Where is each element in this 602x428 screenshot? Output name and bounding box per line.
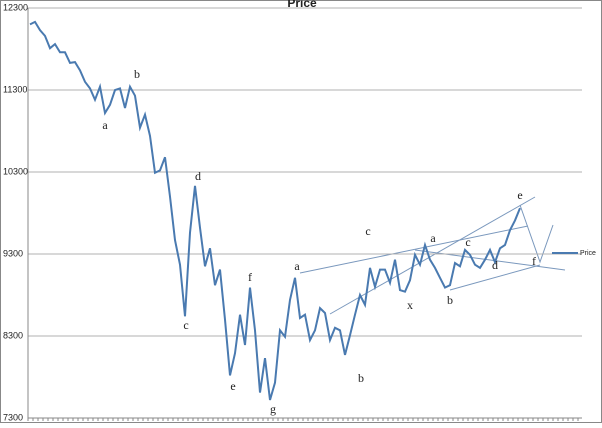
trend-lines bbox=[299, 196, 566, 315]
wave-label: b bbox=[134, 67, 140, 81]
wave-label: g bbox=[270, 402, 276, 416]
wave-label: a bbox=[294, 259, 300, 273]
wave-label: x bbox=[407, 298, 413, 312]
wave-label: c bbox=[183, 318, 188, 332]
wave-label: f bbox=[532, 254, 536, 268]
y-tick-label: 7300 bbox=[3, 412, 23, 422]
chart-title: Price bbox=[287, 0, 317, 10]
wave-label: e bbox=[517, 188, 522, 202]
y-tick-label: 8300 bbox=[3, 330, 23, 340]
wave-label: c bbox=[365, 224, 370, 238]
wave-label: f bbox=[248, 270, 252, 284]
wave-label: a bbox=[430, 231, 436, 245]
wave-label: d bbox=[195, 169, 201, 183]
wave-label: e bbox=[230, 379, 235, 393]
y-tick-label: 9300 bbox=[3, 248, 23, 258]
wave-label: b bbox=[358, 371, 364, 385]
y-tick-label: 12300 bbox=[3, 2, 28, 12]
y-tick-label: 11300 bbox=[3, 84, 27, 94]
legend-label: Price bbox=[580, 250, 596, 257]
price-line bbox=[29, 20, 521, 401]
y-tick-label: 10300 bbox=[3, 166, 28, 176]
wave-label: c bbox=[465, 235, 470, 249]
wave-label: b bbox=[447, 293, 453, 307]
wave-label: a bbox=[102, 118, 108, 132]
wave-label: d bbox=[492, 258, 498, 272]
